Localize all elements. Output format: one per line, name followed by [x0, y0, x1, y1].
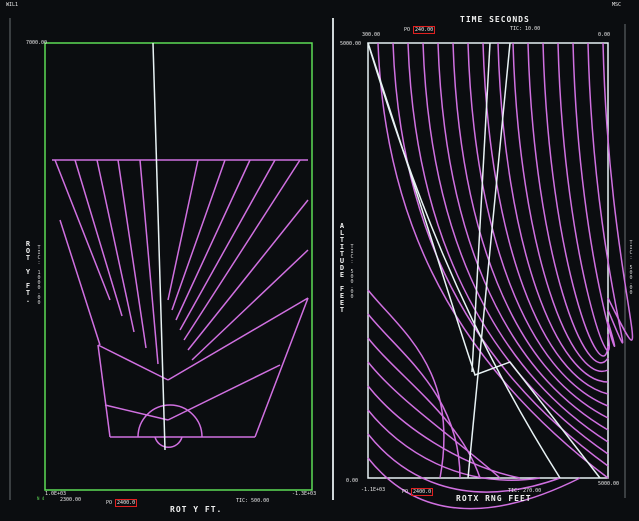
wedge-upper-left [97, 344, 169, 381]
left-trace-lines [152, 42, 166, 451]
right-trajectory-curves [367, 42, 634, 510]
trajectory-curve-9 [512, 42, 609, 373]
trajectory-curve-7 [482, 42, 609, 395]
fan-ray-left-2 [96, 159, 135, 333]
left-x-right-value: -1.3E+03 [292, 491, 317, 497]
half-circle-arc [137, 404, 203, 438]
low-curve-1 [367, 313, 461, 479]
left-y-axis-label: ROT Y FT. [24, 240, 32, 303]
fan-ray-right-1 [171, 159, 226, 311]
trajectory-curve-8 [497, 42, 609, 383]
left-x-left-value: 1.0E+03 [45, 491, 67, 497]
low-curve-4 [367, 385, 521, 479]
trajectory-curve-4 [437, 42, 609, 431]
wedge-right-edge [254, 297, 309, 438]
trajectory-curve-5 [452, 42, 609, 419]
left-x-axis-label: ROT Y FT. [170, 505, 223, 514]
right-inner-trace [471, 42, 491, 373]
screen-corner-label-left: WIL1 [6, 2, 19, 8]
left-x-tic-label: TIC: 500.00 [236, 498, 270, 504]
right-top-po-readout: PO 240.00 [404, 26, 436, 34]
fan-ray-left-0 [54, 159, 111, 301]
right-time-left-value: 300.00 [362, 32, 381, 38]
fan-ray-right-3 [179, 159, 276, 331]
right-po-label: PO [402, 489, 409, 495]
right-y-axis-label: ALTITUDE FEET [338, 222, 346, 313]
low-curve-6 [367, 433, 561, 493]
right-x-left-value: -1.1E+03 [361, 487, 386, 493]
trajectory-curve-15 [602, 42, 634, 341]
low-curve-5 [367, 409, 541, 481]
trajectory-curve-0 [377, 42, 609, 479]
fan-ray-left-outer [59, 219, 101, 346]
right-x-axis-label: ROTX RNG FEET [456, 494, 532, 503]
trajectory-curve-14 [587, 42, 624, 344]
left-y-top-value: 7000.00 [26, 40, 48, 46]
wedge-left-edge [97, 344, 111, 438]
right-trace-lines [367, 42, 601, 479]
small-lower-arc [154, 436, 183, 449]
left-trajectory-lines [52, 159, 309, 449]
left-plot-frame [44, 42, 313, 491]
left-y-tic-label: TIC: 1000.00 [36, 245, 42, 305]
fan-ray-left-1 [74, 159, 123, 317]
right-x-right-value: 5000.00 [598, 481, 620, 487]
right-time-right-value: 0.00 [598, 32, 611, 38]
trajectory-curve-11 [542, 42, 609, 357]
fan-ray-left-3 [117, 159, 147, 349]
left-x-left-value2: 2300.00 [60, 497, 82, 503]
right-top-po-label: PO [404, 27, 411, 33]
trajectory-curve-2 [407, 42, 609, 455]
right-vertical-trace [467, 42, 511, 479]
screen-corner-label-right: MSC [612, 2, 622, 8]
left-bottom-small-label: N 4 [37, 496, 45, 501]
low-curve-7 [367, 457, 581, 510]
fan-ray-right-6 [191, 249, 309, 361]
trajectory-curve-6 [467, 42, 609, 407]
right-y-tic-label: TIC: 500.00 [349, 244, 355, 299]
low-curve-0 [367, 289, 445, 479]
trajectory-curve-12 [557, 42, 610, 352]
left-po-readout: PO 2400.0 [106, 499, 138, 507]
right-y-top-value: 5000.00 [340, 41, 362, 47]
right-side-tic-label: TIC: 500.00 [628, 240, 634, 295]
right-po-readout: PO 2400.0 [402, 488, 434, 496]
left-po-value-box: 2400.0 [115, 499, 138, 507]
trajectory-curve-10 [527, 42, 609, 364]
right-po-value-box: 2400.0 [411, 488, 434, 496]
trajectory-curve-3 [422, 42, 609, 443]
right-y-bottom-value: 0.00 [346, 478, 359, 484]
right-top-po-value-box: 240.00 [413, 26, 436, 34]
right-plot-frame [367, 42, 609, 479]
left-po-label: PO [106, 500, 113, 506]
trajectory-curve-13 [572, 42, 616, 347]
time-axis-title: TIME SECONDS [460, 15, 530, 24]
fan-ray-right-4 [183, 159, 301, 341]
fan-ray-right-5 [187, 199, 309, 351]
right-top-tic-label: TIC: 10.00 [510, 26, 541, 32]
wedge-upper-right [167, 297, 309, 381]
wedge-inner-right [167, 364, 281, 421]
fan-ray-right-2 [175, 159, 251, 321]
right-descent-trace [367, 42, 601, 479]
right-diagonal-trace [367, 42, 561, 479]
left-vertical-trace [152, 42, 166, 451]
fan-ray-left-4 [139, 159, 159, 365]
fan-ray-right-0 [167, 159, 199, 301]
low-curve-2 [367, 337, 481, 479]
low-curve-3 [367, 361, 501, 479]
wedge-inner-left [104, 404, 169, 421]
right-x-tic-label: TIC: 270.00 [508, 488, 542, 494]
trajectory-curve-1 [392, 42, 609, 467]
